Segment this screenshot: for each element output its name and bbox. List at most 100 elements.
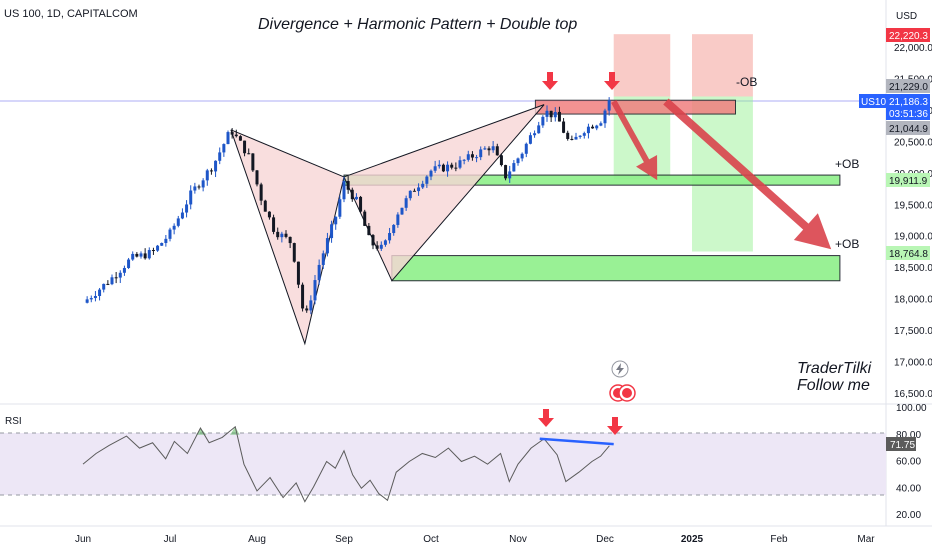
candle-body (528, 135, 532, 144)
candle-body (110, 277, 114, 285)
candle-body (317, 264, 321, 281)
symbol-tag-text: US100 (861, 97, 892, 108)
symbol-header: US 100, 1D, CAPITALCOM (4, 8, 138, 20)
us-flag-icon[interactable] (609, 384, 636, 402)
candle-body (454, 167, 458, 169)
candle-body (176, 218, 180, 226)
time-tick-label: Jul (164, 534, 177, 545)
harmonic-bd (343, 104, 545, 178)
candle-body (185, 204, 189, 213)
time-tick-label: Oct (423, 534, 439, 545)
divergence-line (539, 437, 614, 446)
currency-label: USD (896, 11, 917, 22)
last-price-tag: 21,186.3 03:51:36 (886, 94, 930, 120)
candle-body (537, 125, 541, 134)
candle-body (462, 159, 466, 161)
rsi-axis-ticks: 100.00 80.00 60.00 40.00 20.00 (896, 403, 927, 521)
candle-body (139, 253, 143, 257)
candle-body (371, 235, 375, 246)
candle-body (330, 224, 334, 239)
candles (85, 97, 611, 315)
candle-body (367, 225, 371, 236)
candle-body (201, 180, 205, 188)
rsi-tick-label: 80.00 (896, 430, 921, 441)
candle-body (524, 143, 528, 154)
candle-body (603, 110, 607, 124)
candle-body (574, 136, 578, 140)
candle-body (168, 229, 172, 239)
price-tick-label: 22,000.0 (894, 43, 932, 54)
projection-arrow (663, 98, 832, 250)
candle-body (143, 253, 147, 259)
candle-body (450, 164, 454, 168)
author-follow: Follow me (797, 377, 870, 394)
candle-body (309, 300, 313, 311)
candle-body (549, 110, 553, 118)
candle-body (354, 196, 358, 200)
candle-body (446, 164, 450, 172)
candle-body (508, 171, 512, 179)
price-tag-target: 22,220.3 (886, 28, 930, 42)
candle-body (541, 116, 545, 126)
lightning-icon[interactable] (611, 360, 629, 378)
price-tick-label: 16,500.0 (894, 389, 932, 400)
rsi-tick-label: 60.00 (896, 457, 921, 468)
time-axis-ticks: Jun Jul Aug Sep Oct Nov Dec 2025 Feb Mar (75, 534, 875, 545)
candle-body (470, 154, 474, 158)
candle-body (458, 160, 462, 168)
candle-body (388, 233, 392, 241)
candle-body (259, 184, 263, 201)
candle-body (466, 154, 470, 160)
candle-body (591, 126, 595, 129)
price-tick-label: 19,000.0 (894, 232, 932, 243)
rsi-value-tag: 71.75 (886, 437, 916, 451)
time-tick-label: Feb (770, 534, 788, 545)
candle-body (102, 283, 106, 290)
chart-title: Divergence + Harmonic Pattern + Double t… (258, 16, 577, 33)
candle-body (292, 243, 296, 262)
candle-body (276, 231, 280, 238)
candle-body (479, 149, 483, 158)
candle-body (504, 165, 508, 179)
candle-body (557, 111, 561, 122)
candle-body (421, 183, 425, 188)
candle-body (288, 236, 292, 244)
candle-body (280, 233, 284, 238)
candle-body (93, 296, 97, 299)
candle-body (487, 148, 491, 151)
price-tick-label: 20,500.0 (894, 137, 932, 148)
candle-body (114, 277, 118, 279)
last-price-text: 21,186.3 (889, 97, 928, 108)
harmonic-pattern (230, 104, 545, 346)
candle-body (408, 190, 412, 199)
candle-body (230, 132, 234, 135)
candle-body (533, 133, 537, 136)
candle-body (164, 238, 168, 244)
down-arrow-icon (542, 72, 558, 90)
candle-body (135, 253, 139, 257)
price-tag-21229-text: 21,229.0 (889, 82, 928, 93)
price-tick-label: 18,000.0 (894, 295, 932, 306)
candle-body (475, 157, 479, 159)
candle-body (425, 176, 429, 184)
candle-body (197, 186, 201, 188)
rsi-series-line (82, 425, 610, 503)
candle-body (272, 217, 276, 232)
rsi-tick-label: 100.00 (896, 403, 927, 414)
candle-body (437, 164, 441, 167)
supply-zone (534, 99, 737, 115)
candle-body (400, 207, 404, 215)
candle-body (566, 132, 570, 139)
candle-body (578, 135, 582, 137)
candle-body (226, 132, 230, 145)
candle-body (433, 166, 437, 171)
candle-body (417, 187, 421, 192)
candle-body (156, 245, 160, 251)
candle-body (553, 111, 557, 118)
time-tick-label: Jun (75, 534, 91, 545)
candle-body (267, 211, 271, 218)
countdown-text: 03:51:36 (889, 109, 928, 120)
price-tag-19911-text: 19,911.9 (889, 176, 928, 187)
candle-body (342, 181, 346, 200)
candle-body (562, 121, 566, 133)
